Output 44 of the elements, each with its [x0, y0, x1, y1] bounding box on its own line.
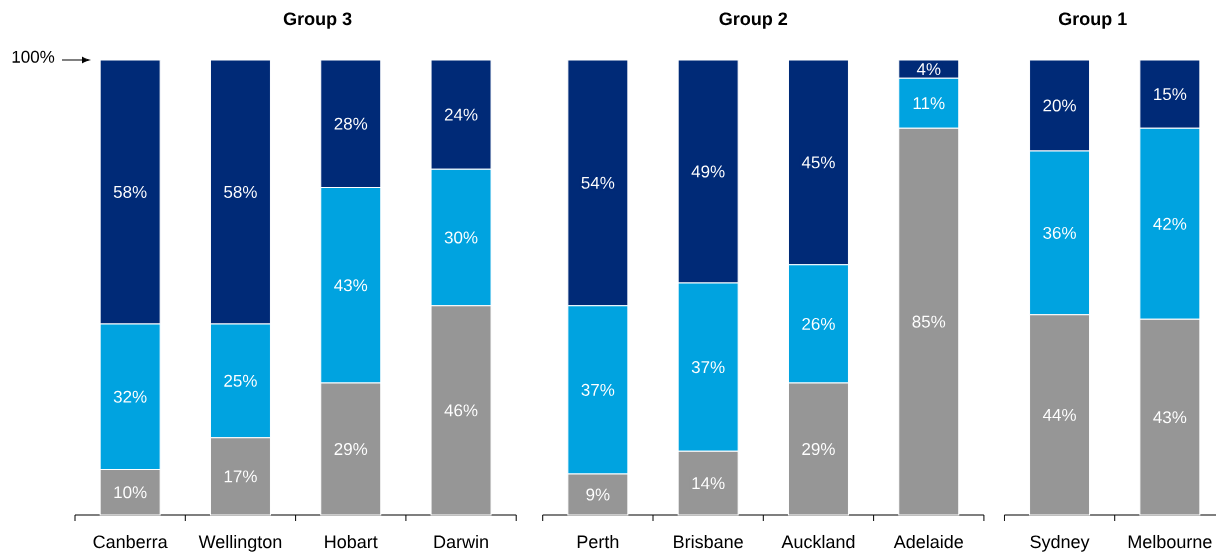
data-label: 54% [581, 176, 615, 189]
x-tick-label: Sydney [1030, 534, 1090, 552]
x-tick-label: Brisbane [674, 534, 743, 549]
text: 100% [12, 50, 55, 63]
x-tick-label: Adelaide [893, 534, 963, 549]
data-label: 44% [1042, 408, 1076, 421]
data-label: 24% [444, 108, 478, 121]
data-label: 25% [224, 374, 257, 387]
chart-title: Group 3 [283, 12, 352, 29]
chart-title: Group 1 [1058, 12, 1127, 29]
data-label: 9% [586, 488, 610, 501]
data-label: 29% [334, 443, 368, 456]
data-label: 10% [114, 486, 147, 499]
x-tick-label: Canberra [93, 534, 168, 549]
chart-title: Group 2 [719, 12, 788, 29]
data-label: 4% [916, 63, 941, 76]
data-label: 28% [334, 117, 368, 130]
data-label: 42% [1153, 217, 1187, 230]
data-label: 46% [444, 404, 478, 417]
data-label: 32% [113, 390, 147, 403]
data-label: 49% [691, 165, 725, 178]
data-label: 45% [801, 156, 835, 169]
data-label: 58% [113, 185, 147, 198]
x-tick-label: Perth [577, 534, 619, 549]
data-label: 26% [802, 317, 835, 330]
data-label: 11% [913, 97, 945, 110]
data-label: 30% [444, 231, 478, 244]
data-label: 43% [1153, 411, 1187, 424]
data-label: 15% [1154, 88, 1187, 101]
data-label: 58% [224, 185, 257, 198]
x-tick-label: Auckland [781, 534, 855, 549]
data-label: 20% [1043, 99, 1076, 112]
x-tick-label: Darwin [434, 534, 488, 549]
data-label: 29% [802, 443, 835, 456]
x-tick-label: Wellington [198, 534, 282, 552]
data-label: 37% [581, 383, 615, 396]
data-label: 36% [1043, 226, 1076, 239]
data-label: 85% [912, 315, 946, 328]
data-label: 37% [691, 361, 725, 374]
x-tick-label: Hobart [325, 534, 378, 549]
data-label: 43% [334, 279, 368, 292]
data-label: 17% [224, 470, 257, 483]
x-tick-label: Melbourne [1128, 534, 1212, 549]
data-label: 14% [692, 477, 725, 490]
